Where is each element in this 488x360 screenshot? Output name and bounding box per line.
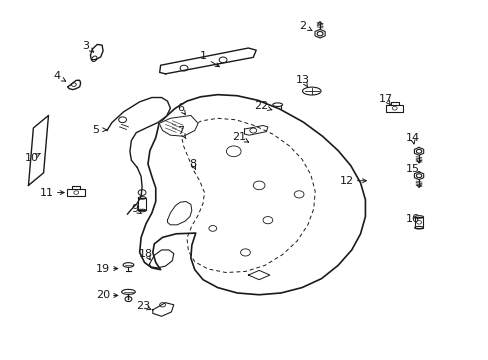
Text: 23: 23 (136, 301, 150, 311)
Polygon shape (28, 116, 48, 185)
Text: 8: 8 (189, 159, 197, 169)
Text: 3: 3 (82, 41, 89, 50)
Text: 1: 1 (199, 51, 206, 61)
Text: 6: 6 (177, 103, 184, 113)
Text: 2: 2 (299, 21, 306, 31)
Text: 5: 5 (92, 125, 99, 135)
Text: 16: 16 (405, 215, 419, 224)
Polygon shape (159, 116, 198, 136)
Bar (414, 217, 423, 228)
Bar (138, 198, 146, 211)
Text: 14: 14 (405, 133, 419, 143)
Polygon shape (159, 48, 256, 74)
Polygon shape (140, 95, 365, 295)
Text: 19: 19 (96, 264, 110, 274)
Text: 11: 11 (40, 188, 54, 198)
Text: 4: 4 (53, 71, 60, 81)
Text: 10: 10 (24, 153, 39, 163)
Text: 12: 12 (339, 176, 353, 186)
Text: 20: 20 (96, 291, 110, 301)
Bar (195, 164, 203, 175)
Text: 9: 9 (131, 204, 138, 215)
Text: 18: 18 (139, 248, 153, 258)
Text: 17: 17 (378, 94, 392, 104)
Bar (385, 105, 403, 112)
Text: 7: 7 (177, 126, 184, 136)
Text: 22: 22 (254, 102, 268, 112)
Polygon shape (167, 202, 191, 225)
Text: 21: 21 (232, 132, 246, 142)
Text: 13: 13 (295, 75, 309, 85)
Bar (67, 189, 85, 196)
Text: 15: 15 (405, 164, 419, 174)
